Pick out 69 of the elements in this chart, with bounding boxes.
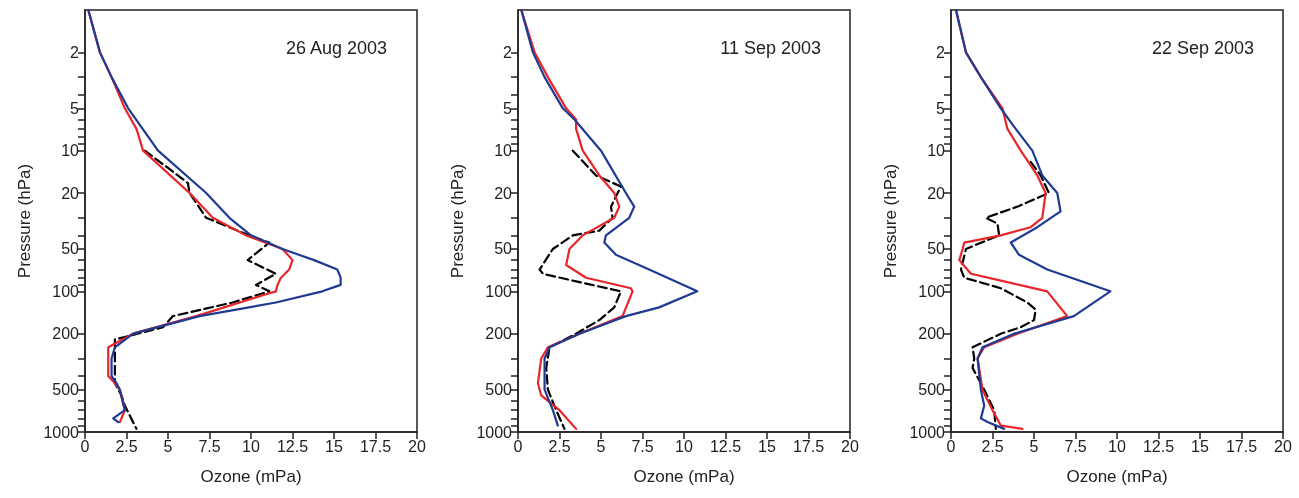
y-tick-label: 2 — [503, 43, 513, 61]
x-tick-label: 0 — [946, 437, 956, 455]
y-tick-label: 20 — [61, 184, 80, 202]
text: 22 Sep 2003 — [1151, 38, 1254, 58]
x-tick-label: 20 — [408, 437, 426, 455]
y-tick-label: 50 — [494, 240, 513, 258]
x-tick-label: 7.5 — [631, 437, 654, 455]
x-tick-label: 7.5 — [198, 437, 221, 455]
x-tick-label: 2.5 — [548, 437, 571, 455]
y-tick-label: 5 — [70, 99, 80, 117]
y-tick-label: 50 — [927, 240, 946, 258]
x-tick-label: 10 — [242, 437, 260, 455]
x-tick-label: 15 — [1191, 437, 1209, 455]
x-tick-label: 10 — [675, 437, 693, 455]
x-tick-label: 0 — [513, 437, 523, 455]
text: 11 Sep 2003 — [720, 38, 822, 58]
y-tick-label: 50 — [61, 240, 80, 258]
x-axis-title: Ozone (mPa) — [633, 467, 735, 486]
y-tick-label: 10 — [61, 142, 80, 160]
y-tick-label: 2 — [936, 43, 946, 61]
y-tick-label: 100 — [918, 282, 946, 300]
y-tick-label: 1000 — [43, 423, 80, 441]
y-tick-label: 10 — [927, 142, 946, 160]
x-tick-label: 7.5 — [1064, 437, 1087, 455]
x-tick-label: 20 — [841, 437, 859, 455]
y-tick-label: 500 — [918, 381, 946, 399]
x-tick-label: 10 — [1108, 437, 1126, 455]
x-tick-label: 17.5 — [359, 437, 392, 455]
x-tick-label: 15 — [325, 437, 343, 455]
x-tick-label: 12.5 — [709, 437, 742, 455]
line-series — [959, 160, 1051, 430]
y-tick-label: 200 — [52, 325, 80, 343]
y-tick-label: 1000 — [909, 423, 946, 441]
y-axis-title: Pressure (hPa) — [880, 163, 900, 279]
x-tick-label: 12.5 — [276, 437, 309, 455]
y-axis-title: Pressure (hPa) — [447, 163, 467, 279]
y-tick-label: 200 — [918, 325, 946, 343]
y-tick-label: 20 — [927, 184, 946, 202]
line-series — [954, 8, 1112, 430]
x-tick-label: 17.5 — [792, 437, 825, 455]
line-series — [538, 149, 623, 430]
x-tick-label: 17.5 — [1225, 437, 1258, 455]
y-tick-label: 1000 — [476, 423, 513, 441]
x-tick-label: 12.5 — [1142, 437, 1175, 455]
y-tick-label: 5 — [503, 99, 513, 117]
line-series — [113, 149, 277, 430]
y-tick-label: 5 — [936, 99, 946, 117]
x-tick-label: 2.5 — [981, 437, 1004, 455]
x-tick-label: 5 — [596, 437, 606, 455]
y-tick-label: 200 — [485, 325, 513, 343]
x-tick-label: 5 — [163, 437, 173, 455]
y-tick-label: 500 — [52, 381, 80, 399]
x-tick-label: 0 — [80, 437, 90, 455]
y-tick-label: 20 — [494, 184, 513, 202]
x-axis-title: Ozone (mPa) — [1066, 467, 1168, 486]
y-tick-label: 100 — [52, 282, 80, 300]
x-tick-label: 15 — [758, 437, 776, 455]
y-tick-label: 500 — [485, 381, 513, 399]
x-tick-label: 20 — [1274, 437, 1292, 455]
y-tick-label: 2 — [70, 43, 80, 61]
text: 26 Aug 2003 — [285, 38, 388, 58]
y-axis-title: Pressure (hPa) — [14, 163, 34, 279]
x-tick-label: 5 — [1029, 437, 1039, 455]
x-axis-title: Ozone (mPa) — [200, 467, 302, 486]
y-tick-label: 10 — [494, 142, 513, 160]
y-tick-label: 100 — [485, 282, 513, 300]
line-series — [87, 8, 342, 424]
line-series — [520, 8, 699, 427]
x-tick-label: 2.5 — [115, 437, 138, 455]
